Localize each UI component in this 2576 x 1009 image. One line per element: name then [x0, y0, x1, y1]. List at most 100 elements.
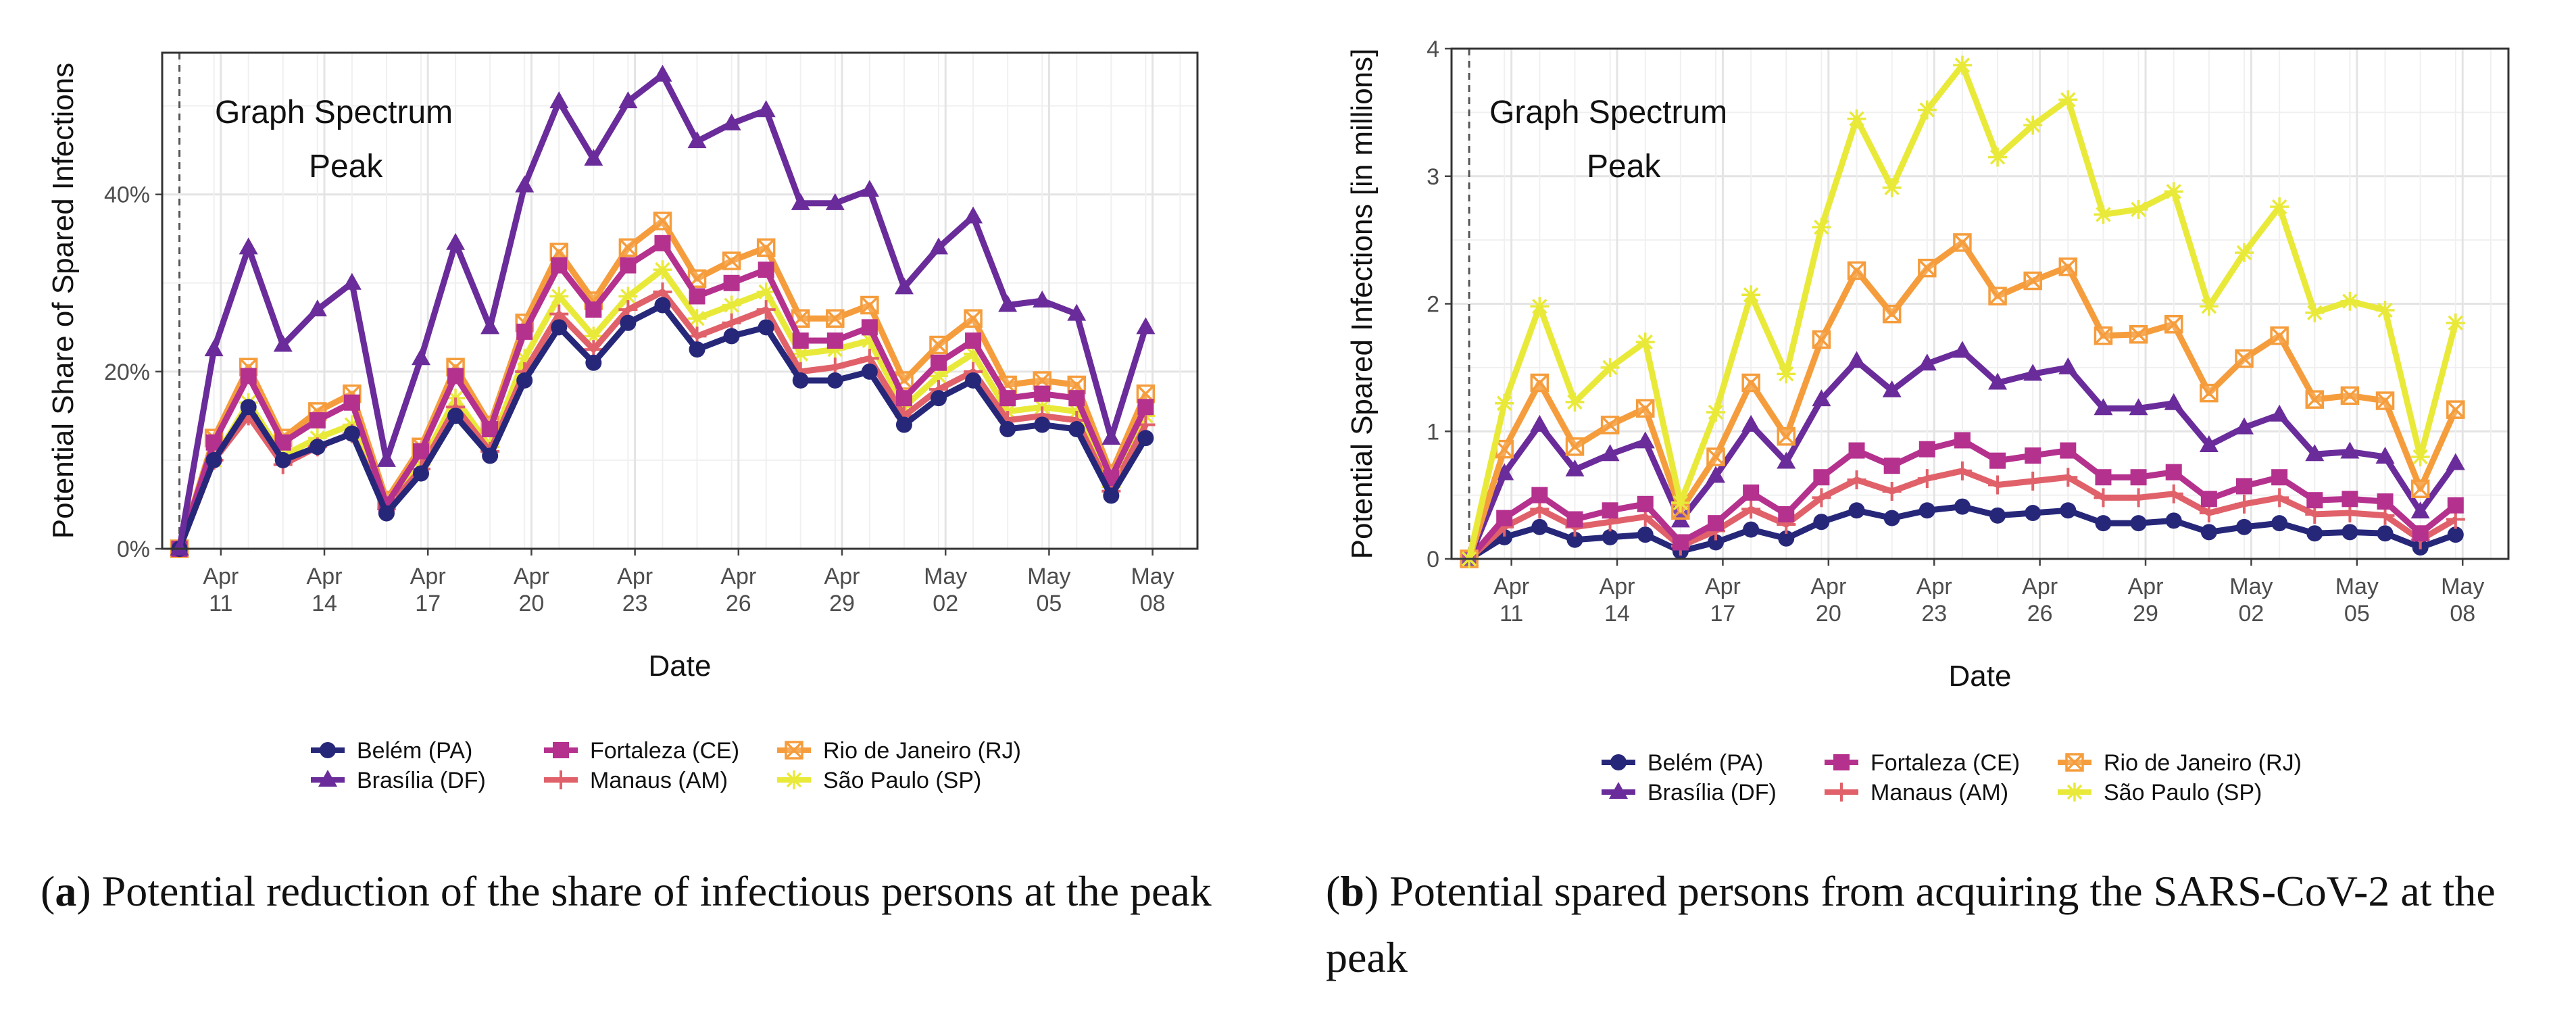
data-point-fortaleza: [861, 319, 878, 336]
data-point-rio: [653, 212, 672, 230]
x-tick-label: May 05: [1027, 564, 1070, 616]
data-point-saopaulo: [1530, 297, 1550, 316]
data-point-belem: [378, 505, 395, 522]
data-point-brasilia: [1706, 466, 1725, 483]
data-point-brasilia: [1882, 380, 1902, 397]
data-point-brasilia: [239, 237, 258, 255]
annotation-graph-spectrum: Graph Spectrum: [215, 95, 453, 130]
legend-key-marker: [1832, 783, 1851, 802]
data-point-brasilia: [412, 348, 430, 366]
data-point-brasilia: [860, 180, 879, 197]
data-point-belem: [1918, 502, 1935, 519]
data-point-fortaleza: [2447, 497, 2464, 514]
data-point-rio: [860, 295, 879, 315]
data-point-saopaulo: [825, 340, 845, 360]
data-point-brasilia: [1847, 351, 1866, 368]
data-point-brasilia: [549, 91, 569, 109]
data-point-brasilia: [756, 100, 776, 118]
data-point-belem: [2271, 515, 2288, 532]
data-point-fortaleza: [2236, 478, 2252, 495]
data-point-brasilia: [2129, 398, 2148, 416]
data-point-fortaleza: [1954, 432, 1971, 449]
series-saopaulo: [1460, 55, 2465, 568]
series-belem: [171, 297, 1154, 557]
data-point-saopaulo: [1882, 178, 1902, 197]
y-tick-label: 2: [1427, 292, 1439, 318]
y-tick-label: 1: [1427, 419, 1439, 445]
data-point-brasilia: [2305, 444, 2325, 462]
legend-label: Belém (PA): [1648, 750, 1763, 776]
data-point-brasilia: [515, 175, 535, 193]
data-point-saopaulo: [618, 287, 638, 306]
data-point-rio: [1530, 373, 1550, 393]
data-point-fortaleza: [2377, 493, 2394, 510]
data-point-brasilia: [687, 131, 707, 149]
data-point-rio: [2200, 383, 2219, 403]
data-point-fortaleza: [689, 288, 705, 305]
data-point-rio: [1565, 437, 1585, 456]
legend-item-manaus: Manaus (AM): [544, 768, 728, 793]
data-point-belem: [2236, 518, 2252, 535]
data-point-rio: [549, 243, 569, 262]
data-point-saopaulo: [791, 344, 810, 364]
data-point-brasilia: [998, 295, 1018, 312]
data-point-belem: [1708, 534, 1724, 551]
data-point-saopaulo: [1741, 285, 1761, 305]
data-point-saopaulo: [515, 349, 535, 368]
data-point-fortaleza: [2342, 491, 2358, 508]
x-tick-label: Apr 29: [2128, 574, 2164, 626]
data-point-belem: [2165, 512, 2182, 529]
data-point-brasilia: [791, 193, 810, 210]
data-point-belem: [1602, 528, 1618, 545]
data-point-belem: [931, 390, 947, 407]
data-point-fortaleza: [965, 332, 982, 349]
data-point-fortaleza: [1566, 511, 1583, 528]
data-point-rio: [1635, 399, 1655, 418]
data-point-saopaulo: [1988, 147, 2008, 167]
x-tick-label: Apr 17: [1705, 574, 1741, 626]
data-point-brasilia: [2340, 441, 2360, 459]
data-point-rio: [756, 238, 776, 257]
data-point-saopaulo: [1670, 493, 1690, 512]
data-point-brasilia: [1530, 414, 1550, 432]
legend: Belém (PA) Brasília (DF) Fortaleza (CE) Man…: [1602, 750, 2302, 806]
legend-key-marker: [553, 742, 569, 758]
data-point-rio: [2023, 271, 2042, 291]
data-point-saopaulo: [2058, 90, 2078, 109]
chart-panel-a: 0% 20% 40% Apr 11 Apr 14 Apr 17 Apr 20 Apr 23 Apr 26 Ap…: [47, 51, 1199, 793]
data-point-fortaleza: [1068, 390, 1085, 407]
data-point-saopaulo: [1565, 392, 1585, 412]
data-point-belem: [689, 341, 705, 358]
legend-item-fortaleza: Fortaleza (CE): [1825, 750, 2020, 776]
data-point-manaus: [2058, 468, 2078, 487]
data-point-belem: [1778, 530, 1795, 547]
data-point-saopaulo: [653, 260, 672, 280]
x-tick-label: Apr 20: [514, 564, 549, 616]
x-axis-title: Date: [1949, 660, 2012, 693]
data-point-fortaleza: [1778, 506, 1795, 522]
data-point-brasilia: [2199, 435, 2219, 453]
data-point-belem: [2130, 515, 2147, 532]
data-point-saopaulo: [1917, 100, 1937, 120]
legend-key-marker: [1610, 754, 1627, 770]
data-point-brasilia: [618, 91, 638, 109]
legend-item-belem: Belém (PA): [1602, 750, 1763, 776]
data-point-fortaleza: [551, 257, 568, 274]
legend: Belém (PA) Brasília (DF) Fortaleza (CE) Man…: [311, 738, 1021, 793]
data-point-brasilia: [1635, 431, 1655, 449]
data-point-fortaleza: [1813, 469, 1830, 486]
data-point-belem: [895, 416, 912, 433]
legend-item-brasilia: Brasília (DF): [1602, 780, 1777, 806]
data-point-fortaleza: [585, 301, 602, 318]
data-point-fortaleza: [2060, 442, 2077, 459]
x-tick-label: Apr 26: [720, 564, 756, 616]
data-point-brasilia: [1812, 389, 1831, 407]
data-point-belem: [999, 421, 1016, 438]
data-point-belem: [2306, 525, 2323, 542]
data-point-belem: [826, 372, 843, 389]
annotation-graph-spectrum: Graph Spectrum: [1489, 95, 1727, 130]
legend-item-rio: Rio de Janeiro (RJ): [2058, 750, 2302, 776]
data-point-brasilia: [653, 64, 672, 82]
data-point-saopaulo: [1635, 333, 1655, 352]
data-point-manaus: [756, 300, 776, 320]
